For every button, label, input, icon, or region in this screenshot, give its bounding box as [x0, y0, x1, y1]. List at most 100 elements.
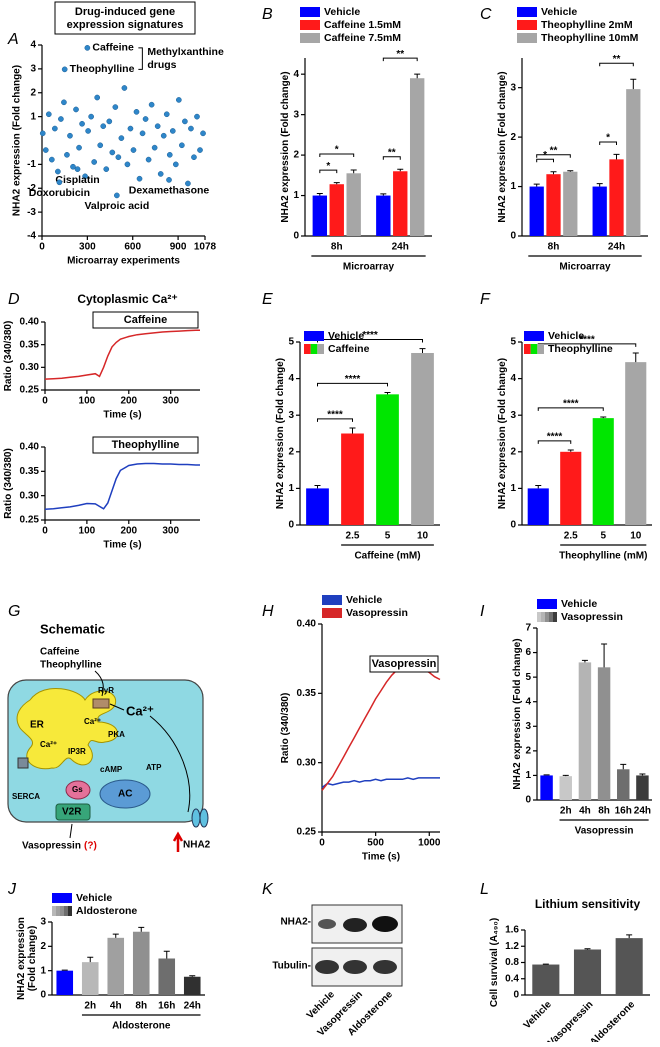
- point: [52, 126, 57, 131]
- x-tick-label: 16h: [158, 1001, 175, 1012]
- y-tick-label: 4: [510, 373, 516, 384]
- legend-label: Caffeine: [328, 343, 370, 355]
- label: Ca²⁺: [126, 703, 154, 718]
- error-bar: [597, 184, 603, 187]
- bar: [56, 971, 73, 995]
- x-tick-label: 2.5: [346, 531, 360, 542]
- point: [146, 157, 151, 162]
- bar: [617, 769, 629, 800]
- y-tick-label: -4: [27, 231, 36, 242]
- error-bar: [385, 393, 391, 395]
- x-tick-label: Vehicle: [522, 999, 554, 1031]
- bar: [636, 775, 648, 800]
- error-bar: [633, 353, 639, 362]
- significance-label: ****: [345, 374, 361, 385]
- x-tick-label: 8h: [135, 1001, 147, 1012]
- band: [318, 919, 336, 929]
- label: NHA2: [183, 840, 211, 851]
- point: [200, 131, 205, 136]
- y-tick-label: 4: [525, 696, 531, 707]
- bar: [593, 418, 614, 525]
- bar: [306, 488, 329, 525]
- bar: [133, 932, 150, 995]
- y-tick-label: 1: [288, 483, 294, 494]
- group-label: Methylxanthine: [147, 46, 224, 58]
- x-axis-label: Aldosterone: [112, 1021, 171, 1032]
- point: [58, 116, 63, 121]
- legend-label: Theophylline 2mM: [541, 19, 633, 31]
- bar: [598, 667, 610, 800]
- x-tick-label: 0: [319, 838, 325, 849]
- point: [173, 162, 178, 167]
- x-tick-label: 4h: [579, 806, 591, 817]
- significance-label: ****: [327, 410, 343, 421]
- error-bar: [350, 428, 356, 433]
- y-tick-label: 3: [510, 82, 516, 93]
- y-axis-label: Ratio (340/380): [3, 448, 14, 519]
- label: V2R: [62, 807, 82, 818]
- legend-swatch: [524, 331, 544, 341]
- bar: [560, 776, 572, 800]
- label: IP3R: [68, 747, 86, 756]
- y-tick-label: 1: [510, 181, 516, 192]
- error-bar: [551, 172, 557, 174]
- y-tick-label: 1.2: [505, 941, 519, 952]
- legend-swatch: [537, 612, 541, 622]
- y-tick-label: 0.25: [20, 515, 40, 526]
- bar: [107, 938, 124, 995]
- panel-letter: F: [480, 291, 491, 308]
- x-axis-label: Microarray experiments: [67, 256, 180, 267]
- x-tick-label: 100: [79, 396, 96, 407]
- error-bar: [585, 949, 591, 950]
- panel-letter: K: [262, 881, 274, 898]
- legend-swatch: [52, 893, 72, 903]
- error-bar: [420, 349, 426, 353]
- point: [61, 100, 66, 105]
- error-bar: [315, 485, 321, 488]
- y-axis-label: NHA2 expression (Fold change): [497, 358, 508, 509]
- point: [85, 45, 90, 50]
- label: Gs: [72, 785, 83, 794]
- y-axis-label: (Fold change): [27, 926, 38, 992]
- y-tick-label: 0.40: [297, 619, 317, 630]
- bar: [530, 187, 544, 236]
- legend-label: Vehicle: [324, 6, 360, 18]
- x-tick-label: 300: [162, 526, 179, 537]
- point: [113, 104, 118, 109]
- point: [89, 114, 94, 119]
- significance-label: *: [335, 145, 339, 156]
- legend-label: Vehicle: [561, 598, 597, 610]
- point: [114, 193, 119, 198]
- legend-swatch: [52, 906, 56, 916]
- point: [64, 152, 69, 157]
- error-bar: [534, 184, 540, 186]
- label: cAMP: [100, 765, 123, 774]
- x-tick-label: 300: [162, 396, 179, 407]
- panel-letter: L: [480, 881, 489, 898]
- panel-letter: H: [262, 603, 274, 620]
- y-tick-label: 2: [40, 941, 46, 952]
- x-tick-label: 200: [120, 396, 137, 407]
- y-tick-label: 3: [525, 721, 531, 732]
- label: SERCA: [12, 792, 40, 801]
- western-blot: K NHA2- Tubulin- Vehicle Vasopressin Ald…: [262, 881, 402, 1038]
- legend-label: Vehicle: [76, 892, 112, 904]
- significance-label: *: [326, 161, 330, 172]
- legend-swatch: [60, 906, 64, 916]
- significance-label: ****: [547, 431, 563, 442]
- bar: [411, 353, 434, 525]
- y-tick-label: 1: [293, 190, 299, 201]
- bar: [82, 962, 99, 995]
- y-tick-label: 3: [40, 917, 46, 928]
- y-tick-label: 3: [510, 410, 516, 421]
- legend-swatch: [300, 33, 320, 43]
- legend-swatch: [549, 612, 553, 622]
- significance-label: ****: [563, 399, 579, 410]
- chart-title: Theophylline: [112, 439, 180, 451]
- bar: [593, 187, 607, 236]
- legend-swatch: [304, 344, 311, 354]
- y-tick-label: 0.40: [20, 317, 40, 328]
- y-tick-label: 7: [525, 623, 531, 634]
- panel-letter: G: [8, 603, 20, 620]
- x-tick-label: 24h: [608, 242, 625, 253]
